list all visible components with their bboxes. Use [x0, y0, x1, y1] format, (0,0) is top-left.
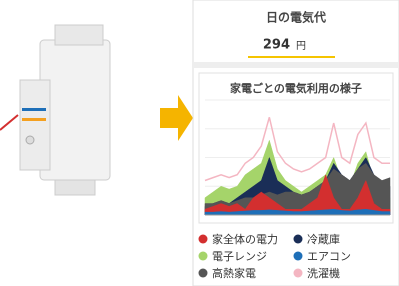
legend-label: 洗濯機 [307, 266, 340, 280]
page: 日の電気代 294 円 家電ごとの電気利用の様子 家全体の電力 冷蔵庫電子レンジ エ… [0, 0, 399, 286]
legend-label: 高熱家電 [212, 266, 256, 280]
legend-label: 冷蔵庫 [307, 232, 340, 246]
chart-title: 家電ごとの電気利用の様子 [230, 81, 362, 95]
legend-swatch [199, 235, 208, 244]
legend-swatch [199, 252, 208, 261]
legend-swatch [294, 235, 303, 244]
cost-unit: 円 [296, 41, 306, 52]
cost-title: 日の電気代 [266, 10, 326, 25]
divider [194, 62, 398, 68]
legend-swatch [199, 269, 208, 278]
cost-amount: 294 [263, 38, 290, 53]
legend-swatch [294, 252, 303, 261]
screen: 日の電気代 294 円 家電ごとの電気利用の様子 家全体の電力 冷蔵庫電子レンジ エ… [0, 0, 399, 286]
arrow [160, 95, 193, 141]
legend-label: 家全体の電力 [212, 232, 278, 246]
legend-label: エアコン [307, 250, 351, 263]
device [0, 25, 110, 195]
legend-swatch [294, 269, 303, 278]
legend-label: 電子レンジ [212, 250, 267, 263]
